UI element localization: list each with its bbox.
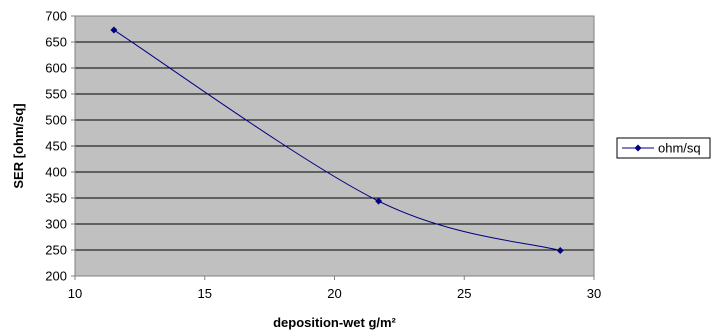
x-tick-label-30: 30 [587, 286, 601, 301]
x-tick-label-25: 25 [457, 286, 471, 301]
data-point-0-1 [375, 197, 383, 205]
data-point-0-0 [110, 26, 118, 34]
y-tick-label-450: 450 [45, 139, 67, 154]
legend-label: ohm/sq [658, 141, 701, 156]
y-tick-label-250: 250 [45, 243, 67, 258]
y-tick-label-600: 600 [45, 61, 67, 76]
y-axis-title: SER [ohm/sq] [11, 103, 26, 188]
x-tick-label-20: 20 [327, 286, 341, 301]
data-point-0-2 [556, 247, 564, 255]
y-axis-ticks: 200 250 300 350 400 450 500 550 600 650 700 [45, 9, 75, 284]
y-tick-label-650: 650 [45, 35, 67, 50]
legend: ohm/sq [616, 137, 711, 159]
x-axis-title: deposition-wet g/m² [273, 315, 396, 330]
legend-box [616, 137, 711, 159]
y-tick-label-500: 500 [45, 113, 67, 128]
y-tick-label-350: 350 [45, 191, 67, 206]
y-tick-label-550: 550 [45, 87, 67, 102]
y-tick-label-300: 300 [45, 217, 67, 232]
y-tick-label-200: 200 [45, 269, 67, 284]
x-axis-ticks: 10 15 20 25 30 [68, 276, 601, 301]
x-tick-label-15: 15 [198, 286, 212, 301]
series-layer [110, 26, 564, 255]
plot-area [74, 15, 595, 277]
y-tick-label-400: 400 [45, 165, 67, 180]
legend-diamond-icon [634, 144, 642, 152]
y-tick-label-700: 700 [45, 9, 67, 24]
series-line-0 [113, 29, 561, 252]
x-tick-label-10: 10 [68, 286, 82, 301]
